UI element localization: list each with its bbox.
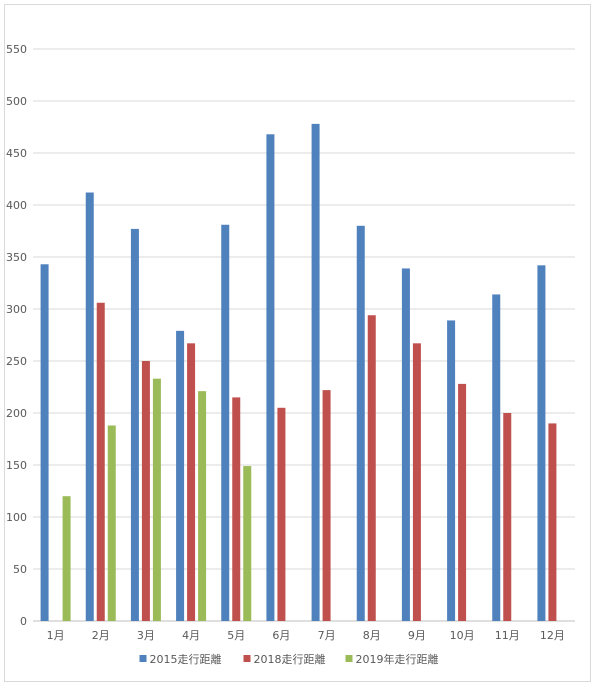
y-tick-label: 200 — [6, 407, 27, 420]
bar-series1-9 — [401, 268, 410, 621]
bar-series3-5 — [243, 466, 252, 621]
legend-label-series1: 2015走行距離 — [150, 652, 222, 666]
bar-series2-4 — [187, 343, 196, 621]
bar-series3-2 — [107, 425, 116, 621]
bar-series1-12 — [537, 265, 546, 621]
x-tick-label: 11月 — [495, 629, 520, 642]
y-tick-label: 400 — [6, 199, 27, 212]
legend-label-series3: 2019年走行距離 — [356, 652, 439, 666]
bar-series1-4 — [176, 330, 185, 621]
bar-series3-4 — [198, 391, 207, 621]
y-tick-label: 100 — [6, 511, 27, 524]
bar-series1-2 — [85, 192, 94, 621]
x-tick-label: 8月 — [363, 629, 381, 642]
bar-series3-3 — [152, 378, 161, 621]
legend-swatch-series2 — [243, 655, 251, 662]
y-tick-label: 350 — [6, 251, 27, 264]
x-tick-label: 10月 — [450, 629, 475, 642]
y-tick-label: 450 — [6, 147, 27, 160]
bar-series2-11 — [503, 413, 512, 621]
bar-series1-8 — [356, 225, 365, 622]
bar-series2-8 — [367, 315, 376, 621]
x-tick-label: 7月 — [318, 629, 336, 642]
bar-series3-1 — [62, 496, 71, 621]
x-tick-label: 3月 — [137, 629, 155, 642]
bar-series2-12 — [548, 423, 557, 621]
bar-series2-6 — [277, 407, 286, 621]
x-tick-label: 9月 — [408, 629, 426, 642]
x-tick-label: 5月 — [227, 629, 245, 642]
y-tick-label: 550 — [6, 43, 27, 56]
bar-series1-3 — [130, 228, 139, 622]
legend-swatch-series1 — [139, 655, 147, 662]
y-tick-label: 50 — [13, 563, 27, 576]
x-tick-label: 4月 — [182, 629, 200, 642]
chart-frame: 0 50 100 150 200 250 300 350 400 450 500 550 1月 2月 3月… — [4, 4, 591, 682]
x-tick-label: 2月 — [92, 629, 110, 642]
bar-series1-11 — [492, 294, 501, 621]
x-tick-label: 6月 — [272, 629, 290, 642]
bar-series2-2 — [96, 302, 105, 621]
y-tick-label: 250 — [6, 355, 27, 368]
bar-series2-3 — [141, 361, 150, 621]
bar-series1-6 — [266, 134, 275, 621]
x-tick-label: 1月 — [47, 629, 65, 642]
gridlines — [33, 48, 575, 622]
legend-label-series2: 2018走行距離 — [254, 652, 326, 666]
bar-series1-5 — [221, 224, 230, 621]
y-tick-label: 0 — [20, 615, 27, 628]
bar-series2-7 — [322, 390, 331, 621]
bars — [40, 123, 557, 622]
y-tick-label: 300 — [6, 303, 27, 316]
x-tick-label: 12月 — [540, 629, 565, 642]
legend: 2015走行距離 2018走行距離 2019年走行距離 — [139, 652, 439, 666]
x-axis-tick-labels: 1月 2月 3月 4月 5月 6月 7月 8月 9月 10月 11月 12月 — [47, 629, 565, 642]
bar-series2-5 — [232, 397, 241, 621]
y-tick-label: 500 — [6, 95, 27, 108]
bar-series1-7 — [311, 123, 320, 621]
y-axis-tick-labels: 0 50 100 150 200 250 300 350 400 450 500 550 — [6, 43, 27, 628]
bar-series1-10 — [447, 320, 456, 621]
y-tick-label: 150 — [6, 459, 27, 472]
legend-swatch-series3 — [345, 655, 353, 662]
bar-series2-9 — [412, 343, 421, 621]
bar-series2-10 — [458, 383, 467, 621]
bar-chart: 0 50 100 150 200 250 300 350 400 450 500 550 1月 2月 3月… — [6, 43, 575, 666]
bar-series1-1 — [40, 264, 49, 621]
